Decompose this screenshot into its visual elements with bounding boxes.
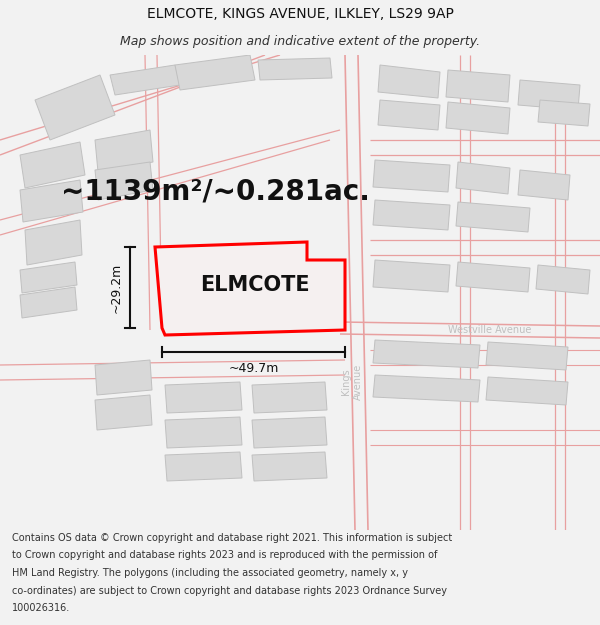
Polygon shape <box>373 200 450 230</box>
Polygon shape <box>35 75 115 140</box>
Polygon shape <box>373 375 480 402</box>
Polygon shape <box>95 162 153 200</box>
Polygon shape <box>95 395 152 430</box>
Polygon shape <box>252 417 327 448</box>
Polygon shape <box>456 162 510 194</box>
Polygon shape <box>95 130 153 172</box>
Polygon shape <box>538 100 590 126</box>
Polygon shape <box>95 360 152 395</box>
Polygon shape <box>155 242 345 335</box>
Polygon shape <box>456 202 530 232</box>
Text: ELMCOTE, KINGS AVENUE, ILKLEY, LS29 9AP: ELMCOTE, KINGS AVENUE, ILKLEY, LS29 9AP <box>146 7 454 21</box>
Polygon shape <box>456 262 530 292</box>
Text: ~29.2m: ~29.2m <box>110 262 123 312</box>
Polygon shape <box>536 265 590 294</box>
Text: Westville Avenue: Westville Avenue <box>448 325 532 335</box>
Text: ELMCOTE: ELMCOTE <box>200 275 310 295</box>
Polygon shape <box>25 220 82 265</box>
Polygon shape <box>20 180 83 222</box>
Polygon shape <box>373 260 450 292</box>
Text: Kings
Avenue: Kings Avenue <box>341 364 363 400</box>
Polygon shape <box>165 417 242 448</box>
Polygon shape <box>258 58 332 80</box>
Polygon shape <box>373 340 480 368</box>
Polygon shape <box>518 170 570 200</box>
Polygon shape <box>486 377 568 405</box>
Polygon shape <box>378 100 440 130</box>
Text: HM Land Registry. The polygons (including the associated geometry, namely x, y: HM Land Registry. The polygons (includin… <box>12 568 408 578</box>
Polygon shape <box>165 452 242 481</box>
Polygon shape <box>486 342 568 370</box>
Polygon shape <box>20 262 77 293</box>
Text: Contains OS data © Crown copyright and database right 2021. This information is : Contains OS data © Crown copyright and d… <box>12 533 452 543</box>
Polygon shape <box>175 55 255 90</box>
Polygon shape <box>518 80 580 110</box>
Polygon shape <box>373 160 450 192</box>
Polygon shape <box>446 102 510 134</box>
Polygon shape <box>165 382 242 413</box>
Polygon shape <box>446 70 510 102</box>
Polygon shape <box>110 65 180 95</box>
Polygon shape <box>378 65 440 98</box>
Polygon shape <box>252 452 327 481</box>
Text: ~49.7m: ~49.7m <box>229 362 278 375</box>
Polygon shape <box>20 142 85 188</box>
Text: 100026316.: 100026316. <box>12 603 70 613</box>
Text: co-ordinates) are subject to Crown copyright and database rights 2023 Ordnance S: co-ordinates) are subject to Crown copyr… <box>12 586 447 596</box>
Polygon shape <box>252 382 327 413</box>
Text: Map shows position and indicative extent of the property.: Map shows position and indicative extent… <box>120 35 480 48</box>
Polygon shape <box>20 287 77 318</box>
Text: ~1139m²/~0.281ac.: ~1139m²/~0.281ac. <box>61 178 370 206</box>
Text: to Crown copyright and database rights 2023 and is reproduced with the permissio: to Crown copyright and database rights 2… <box>12 551 437 561</box>
